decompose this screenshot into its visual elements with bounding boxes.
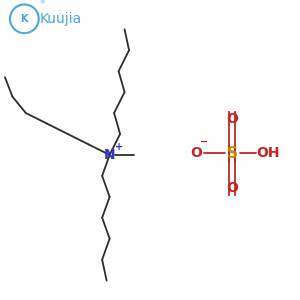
Text: O: O [226, 112, 238, 126]
Text: +: + [115, 142, 123, 152]
Text: −: − [200, 136, 208, 146]
Text: S: S [227, 146, 238, 161]
Text: K: K [21, 14, 28, 24]
Text: O: O [226, 181, 238, 195]
Text: N: N [104, 148, 116, 162]
Text: O: O [190, 146, 202, 161]
Text: Kuujia: Kuujia [40, 12, 82, 26]
Text: OH: OH [256, 146, 280, 161]
Text: ®: ® [39, 1, 44, 5]
